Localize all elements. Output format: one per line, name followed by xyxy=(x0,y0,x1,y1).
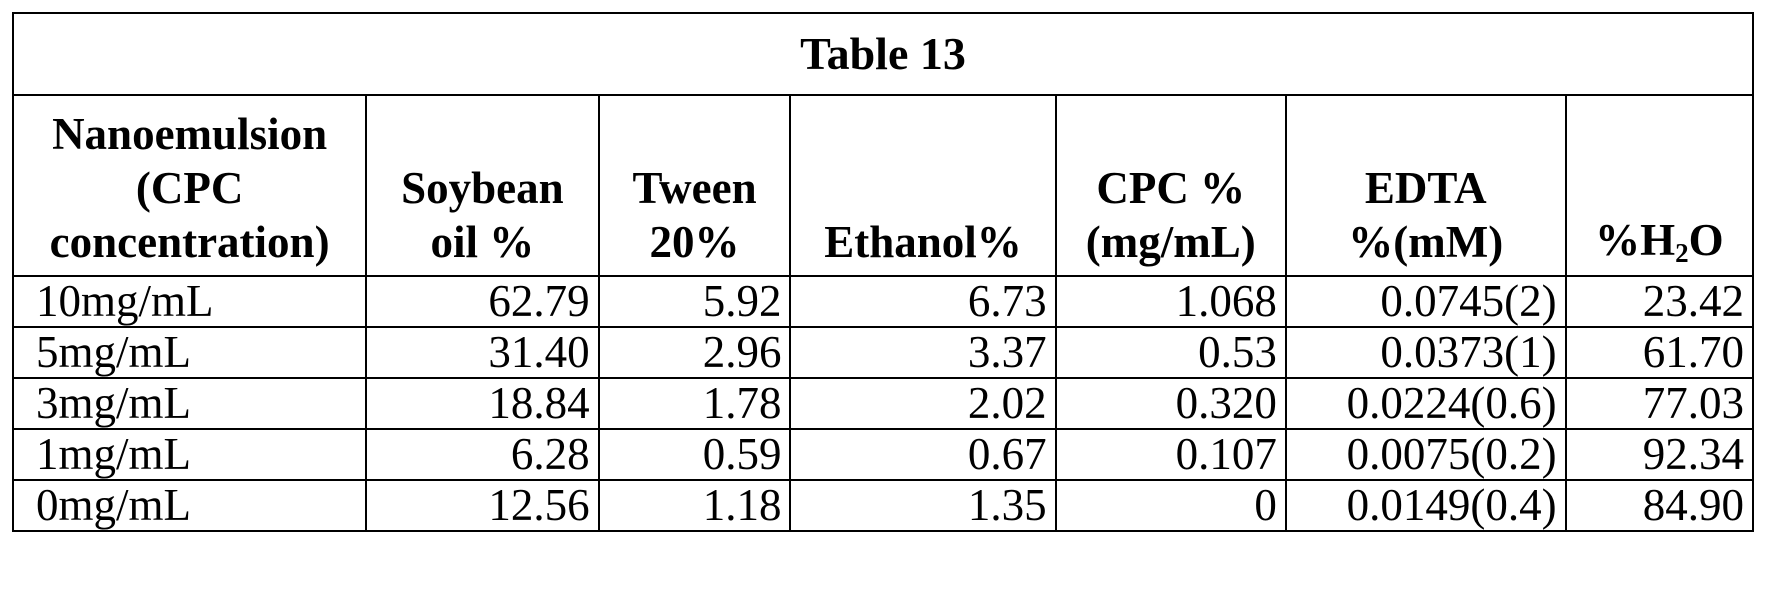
header-line: oil % xyxy=(375,215,589,269)
table-cell: 62.79 xyxy=(366,276,598,327)
table-cell: 0.107 xyxy=(1056,429,1286,480)
table-cell: 77.03 xyxy=(1566,378,1753,429)
table-cell: 10mg/mL xyxy=(13,276,366,327)
table-cell: 1.18 xyxy=(599,480,791,531)
column-header-tween: Tween 20% xyxy=(599,95,791,276)
header-line: Soybean xyxy=(375,161,589,215)
table-header-row: Nanoemulsion (CPC concentration) Soybean… xyxy=(13,95,1753,276)
column-header-nanoemulsion: Nanoemulsion (CPC concentration) xyxy=(13,95,366,276)
header-line: Tween xyxy=(608,161,782,215)
table-cell: 0.0149(0.4) xyxy=(1286,480,1566,531)
header-water-post: O xyxy=(1689,215,1724,265)
table-cell: 0.0373(1) xyxy=(1286,327,1566,378)
table-cell: 0.0224(0.6) xyxy=(1286,378,1566,429)
table-cell: 61.70 xyxy=(1566,327,1753,378)
data-table: Table 13 Nanoemulsion (CPC concentration… xyxy=(12,12,1754,532)
table-cell: 3mg/mL xyxy=(13,378,366,429)
table-cell: 0.59 xyxy=(599,429,791,480)
table-cell: 6.28 xyxy=(366,429,598,480)
table-cell: 1.35 xyxy=(790,480,1055,531)
table-cell: 1.068 xyxy=(1056,276,1286,327)
header-water-pre: %H xyxy=(1595,215,1675,265)
table-cell: 2.02 xyxy=(790,378,1055,429)
table-cell: 0.67 xyxy=(790,429,1055,480)
column-header-edta: EDTA %(mM) xyxy=(1286,95,1566,276)
header-line: (mg/mL) xyxy=(1065,215,1277,269)
header-line: (CPC xyxy=(22,161,357,215)
column-header-soybean-oil: Soybean oil % xyxy=(366,95,598,276)
table-title-row: Table 13 xyxy=(13,13,1753,95)
header-water-sub: 2 xyxy=(1675,238,1689,268)
table-cell: 6.73 xyxy=(790,276,1055,327)
table-row: 0mg/mL 12.56 1.18 1.35 0 0.0149(0.4) 84.… xyxy=(13,480,1753,531)
document-page: Table 13 Nanoemulsion (CPC concentration… xyxy=(12,12,1754,532)
header-line: Ethanol% xyxy=(799,215,1046,269)
header-line: %(mM) xyxy=(1295,215,1557,269)
table-cell: 0.0745(2) xyxy=(1286,276,1566,327)
table-cell: 0.53 xyxy=(1056,327,1286,378)
table-cell: 92.34 xyxy=(1566,429,1753,480)
table-title: Table 13 xyxy=(13,13,1753,95)
table-row: 1mg/mL 6.28 0.59 0.67 0.107 0.0075(0.2) … xyxy=(13,429,1753,480)
table-cell: 23.42 xyxy=(1566,276,1753,327)
column-header-cpc: CPC % (mg/mL) xyxy=(1056,95,1286,276)
table-cell: 0.320 xyxy=(1056,378,1286,429)
column-header-ethanol: Ethanol% xyxy=(790,95,1055,276)
header-line: CPC % xyxy=(1065,161,1277,215)
table-cell: 1mg/mL xyxy=(13,429,366,480)
table-cell: 2.96 xyxy=(599,327,791,378)
table-cell: 12.56 xyxy=(366,480,598,531)
table-row: 5mg/mL 31.40 2.96 3.37 0.53 0.0373(1) 61… xyxy=(13,327,1753,378)
table-cell: 0 xyxy=(1056,480,1286,531)
table-cell: 3.37 xyxy=(790,327,1055,378)
table-cell: 5mg/mL xyxy=(13,327,366,378)
header-line: EDTA xyxy=(1295,161,1557,215)
table-cell: 31.40 xyxy=(366,327,598,378)
table-cell: 1.78 xyxy=(599,378,791,429)
header-line: 20% xyxy=(608,215,782,269)
column-header-water: %H2O xyxy=(1566,95,1753,276)
table-cell: 0.0075(0.2) xyxy=(1286,429,1566,480)
table-cell: 84.90 xyxy=(1566,480,1753,531)
table-cell: 18.84 xyxy=(366,378,598,429)
header-line: Nanoemulsion xyxy=(22,107,357,161)
table-row: 10mg/mL 62.79 5.92 6.73 1.068 0.0745(2) … xyxy=(13,276,1753,327)
table-row: 3mg/mL 18.84 1.78 2.02 0.320 0.0224(0.6)… xyxy=(13,378,1753,429)
table-cell: 5.92 xyxy=(599,276,791,327)
header-line: concentration) xyxy=(22,215,357,269)
table-cell: 0mg/mL xyxy=(13,480,366,531)
